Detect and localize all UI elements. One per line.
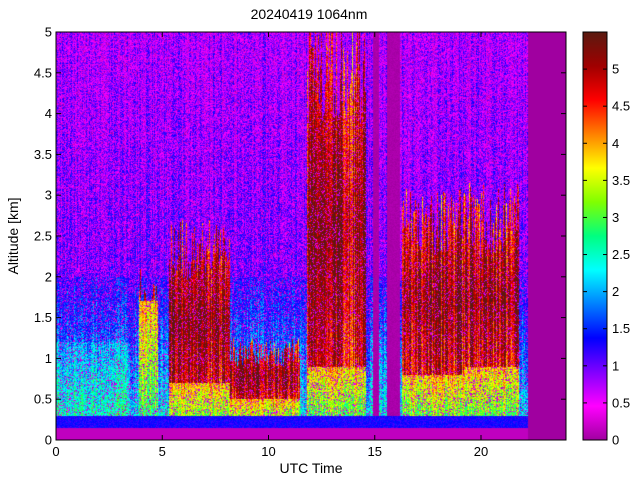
colorbar-tick-label: 2.5 <box>612 247 630 262</box>
x-tick-label: 10 <box>261 444 275 459</box>
colorbar-tick-label: 4 <box>612 136 619 151</box>
colorbar-tick-label: 0.5 <box>612 395 630 410</box>
y-tick-label: 5 <box>45 25 52 40</box>
x-axis: 0 5 10 15 20 <box>52 32 488 459</box>
x-tick-label: 20 <box>474 444 488 459</box>
y-tick-label: 3 <box>45 188 52 203</box>
colorbar-tick-label: 1.5 <box>612 321 630 336</box>
heatmap-raster <box>56 32 566 440</box>
colorbar-tick-label: 3 <box>612 210 619 225</box>
colorbar-tick-label: 2 <box>612 284 619 299</box>
y-tick-label: 2.5 <box>34 229 52 244</box>
x-tick-label: 15 <box>368 444 382 459</box>
chart-title: 20240419 1064nm <box>251 6 368 22</box>
colorbar-tick-label: 4.5 <box>612 99 630 114</box>
colorbar: 0 0.5 1 1.5 2 2.5 3 3.5 4 4.5 5 <box>582 31 630 448</box>
y-tick-label: 0 <box>45 433 52 448</box>
y-tick-label: 4.5 <box>34 65 52 80</box>
x-axis-label: UTC Time <box>280 460 343 476</box>
y-tick-label: 0.5 <box>34 392 52 407</box>
plot-area: 0 5 10 15 20 0 0.5 1 1.5 2 2.5 3 3.5 4 4.5 5 <box>34 25 567 459</box>
y-axis: 0 0.5 1 1.5 2 2.5 3 3.5 4 4.5 5 <box>34 25 566 448</box>
y-tick-label: 4 <box>45 106 52 121</box>
colorbar-tick-label: 3.5 <box>612 173 630 188</box>
colorbar-ticks: 0 0.5 1 1.5 2 2.5 3 3.5 4 4.5 5 <box>583 62 630 448</box>
x-tick-label: 0 <box>52 444 59 459</box>
colorbar-gradient <box>583 32 607 440</box>
colorbar-tick-label: 1 <box>612 358 619 373</box>
y-tick-label: 1 <box>45 351 52 366</box>
x-tick-label: 5 <box>159 444 166 459</box>
colorbar-tick-label: 0 <box>612 433 619 448</box>
y-tick-label: 1.5 <box>34 310 52 325</box>
y-tick-label: 3.5 <box>34 147 52 162</box>
colorbar-frame <box>582 31 608 441</box>
y-tick-label: 2 <box>45 269 52 284</box>
colorbar-tick-label: 5 <box>612 62 619 77</box>
y-axis-label: Altitude [km] <box>5 197 21 274</box>
